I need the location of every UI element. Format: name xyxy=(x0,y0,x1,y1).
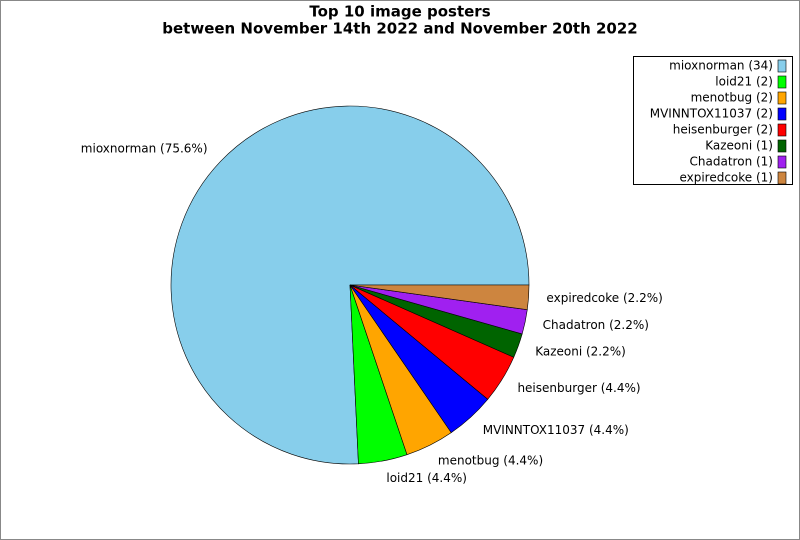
pie-slice xyxy=(349,284,530,311)
legend-swatch xyxy=(777,139,787,153)
legend-label: mioxnorman (34) xyxy=(669,59,773,73)
legend-label: MVINNTOX11037 (2) xyxy=(650,107,773,121)
slice-label: menotbug (4.4%) xyxy=(438,454,543,468)
legend-label: Chadatron (1) xyxy=(690,155,773,169)
legend-swatch xyxy=(777,59,787,73)
chart-title: Top 10 image posters xyxy=(309,3,490,21)
legend-label: heisenburger (2) xyxy=(673,123,773,137)
legend-label: expiredcoke (1) xyxy=(679,171,773,185)
slice-label: Chadatron (2.2%) xyxy=(543,318,649,332)
chart-subtitle: between November 14th 2022 and November … xyxy=(162,20,638,38)
pie-slice xyxy=(170,105,530,465)
slice-label: mioxnorman (75.6%) xyxy=(81,142,208,156)
legend-label: menotbug (2) xyxy=(691,91,773,105)
legend-swatch xyxy=(777,123,787,137)
legend-swatch xyxy=(777,155,787,169)
slice-label: Kazeoni (2.2%) xyxy=(535,344,626,358)
legend-swatch xyxy=(777,75,787,89)
slice-label: expiredcoke (2.2%) xyxy=(546,291,662,305)
legend-swatch xyxy=(777,171,787,185)
legend-box xyxy=(633,56,793,185)
legend-swatch xyxy=(777,107,787,121)
slice-label: heisenburger (4.4%) xyxy=(517,381,640,395)
legend-label: loid21 (2) xyxy=(715,75,773,89)
slice-label: loid21 (4.4%) xyxy=(386,471,467,485)
legend-swatch xyxy=(777,91,787,105)
slice-label: MVINNTOX11037 (4.4%) xyxy=(483,423,629,437)
legend-label: Kazeoni (1) xyxy=(705,139,773,153)
